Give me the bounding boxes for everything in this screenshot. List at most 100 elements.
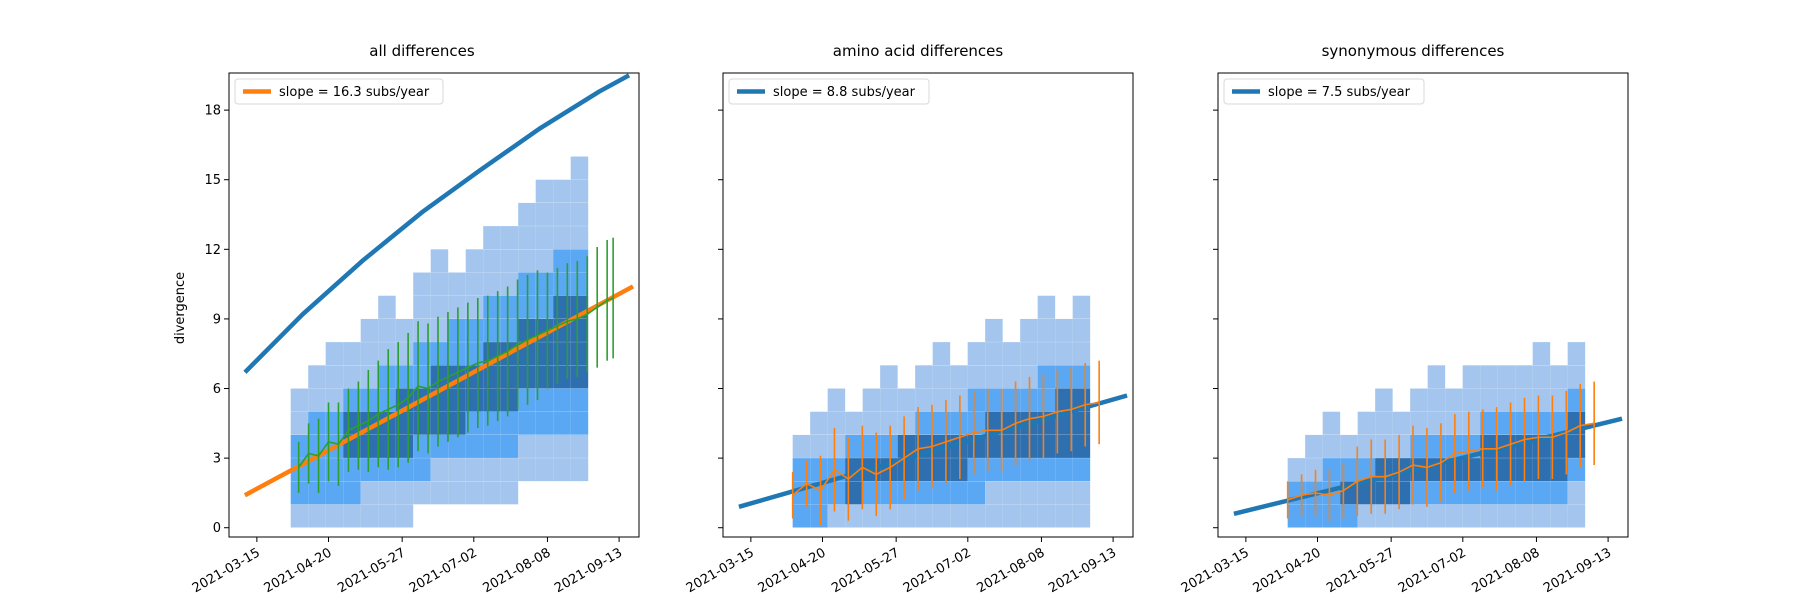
histogram-bin <box>378 388 396 412</box>
histogram-bin <box>360 365 379 389</box>
histogram-bin <box>1002 504 1021 528</box>
histogram-bin <box>290 388 309 412</box>
histogram-bin <box>1340 434 1358 458</box>
histogram-bin <box>967 342 986 366</box>
histogram-bin <box>430 295 449 319</box>
y-tick-label: 15 <box>204 173 221 188</box>
histogram-bin <box>1072 295 1091 319</box>
histogram-bin <box>360 318 379 342</box>
histogram-bin <box>1037 458 1056 482</box>
x-tick-label: 2021-03-15 <box>1179 545 1252 596</box>
histogram-bin <box>1462 388 1481 412</box>
histogram-bin <box>1037 365 1056 389</box>
histogram-bin <box>1515 504 1533 528</box>
histogram-bin <box>1287 504 1306 528</box>
histogram-bin <box>465 481 484 505</box>
histogram-bin <box>290 504 309 528</box>
mean-line <box>298 297 614 468</box>
histogram-bin <box>430 458 449 482</box>
histogram-bin <box>343 342 361 366</box>
histogram-bin <box>1375 481 1393 505</box>
histogram-bin <box>967 458 986 482</box>
histogram-bin <box>1427 411 1446 435</box>
y-axis-label: divergence <box>173 272 188 344</box>
histogram-bin <box>465 249 484 273</box>
histogram-bin <box>1462 365 1481 389</box>
histogram-bin <box>810 504 828 528</box>
y-tick-label: 18 <box>204 104 221 119</box>
histogram-bin <box>1497 458 1516 482</box>
legend-label: slope = 16.3 subs/year <box>279 85 430 100</box>
histogram-bin <box>1480 388 1498 412</box>
histogram-bin <box>483 226 501 250</box>
histogram-bin <box>810 458 828 482</box>
axes-frame <box>1217 72 1629 538</box>
histogram-bin <box>570 434 589 458</box>
histogram-bin <box>500 458 519 482</box>
histogram-bin <box>535 272 554 296</box>
histogram-bin <box>1497 481 1516 505</box>
histogram-bin <box>378 342 396 366</box>
histogram-bin <box>1322 411 1341 435</box>
histogram-bin <box>950 365 968 389</box>
histogram-bin <box>1375 411 1393 435</box>
histogram-bin <box>465 458 484 482</box>
panel-all-differences: all differences divergence 0 3 6 9 12 15 18 202… <box>173 42 640 596</box>
histogram-bin <box>932 388 951 412</box>
histogram-bin <box>308 458 326 482</box>
histogram-bin <box>1072 411 1091 435</box>
histogram-bin <box>1055 388 1073 412</box>
histogram-bin <box>535 179 554 203</box>
x-tick-label: 2021-03-15 <box>684 545 757 596</box>
density-histogram <box>792 295 1091 528</box>
histogram-bin <box>378 481 396 505</box>
histogram-bin <box>448 458 466 482</box>
histogram-bin <box>553 202 571 226</box>
histogram-bin <box>500 411 519 435</box>
histogram-bin <box>1497 411 1516 435</box>
histogram-bin <box>862 481 881 505</box>
histogram-bin <box>553 226 571 250</box>
y-tick-label: 3 <box>213 452 221 467</box>
histogram-bin <box>535 342 554 366</box>
histogram-bin <box>430 249 449 273</box>
x-tick-label: 2021-05-27 <box>335 545 408 596</box>
histogram-bin <box>378 504 396 528</box>
histogram-bin <box>827 388 846 412</box>
histogram-bin <box>1497 365 1516 389</box>
histogram-bin <box>448 481 466 505</box>
histogram-bin <box>430 481 449 505</box>
legend-box <box>728 78 930 105</box>
histogram-bin <box>343 458 361 482</box>
histogram-bin <box>360 342 379 366</box>
histogram-bin <box>1445 481 1463 505</box>
y-tick-label: 6 <box>213 382 221 397</box>
histogram-bin <box>880 434 898 458</box>
histogram-bin <box>950 388 968 412</box>
histogram-bin <box>325 504 344 528</box>
histogram-bin <box>535 458 554 482</box>
x-tick-label: 2021-08-08 <box>1470 545 1543 596</box>
histogram-bin <box>430 434 449 458</box>
histogram-bin <box>1072 481 1091 505</box>
histogram-bin <box>343 365 361 389</box>
histogram-bin <box>967 504 986 528</box>
histogram-bin <box>1532 481 1551 505</box>
histogram-bin <box>308 411 326 435</box>
histogram-bin <box>1340 504 1358 528</box>
histogram-bin <box>308 481 326 505</box>
legend-label: slope = 7.5 subs/year <box>1268 85 1411 100</box>
histogram-bin <box>1020 481 1038 505</box>
histogram-bin <box>1567 458 1586 482</box>
histogram-bin <box>1020 318 1038 342</box>
histogram-bin <box>1515 481 1533 505</box>
histogram-bin <box>535 202 554 226</box>
histogram-bin <box>967 388 986 412</box>
histogram-bin <box>1305 434 1323 458</box>
histogram-bin <box>897 434 916 458</box>
histogram-bin <box>1340 458 1358 482</box>
histogram-bin <box>1037 481 1056 505</box>
histogram-bin <box>827 434 846 458</box>
y-tick-label: 12 <box>204 243 221 258</box>
histogram-bin <box>862 388 881 412</box>
